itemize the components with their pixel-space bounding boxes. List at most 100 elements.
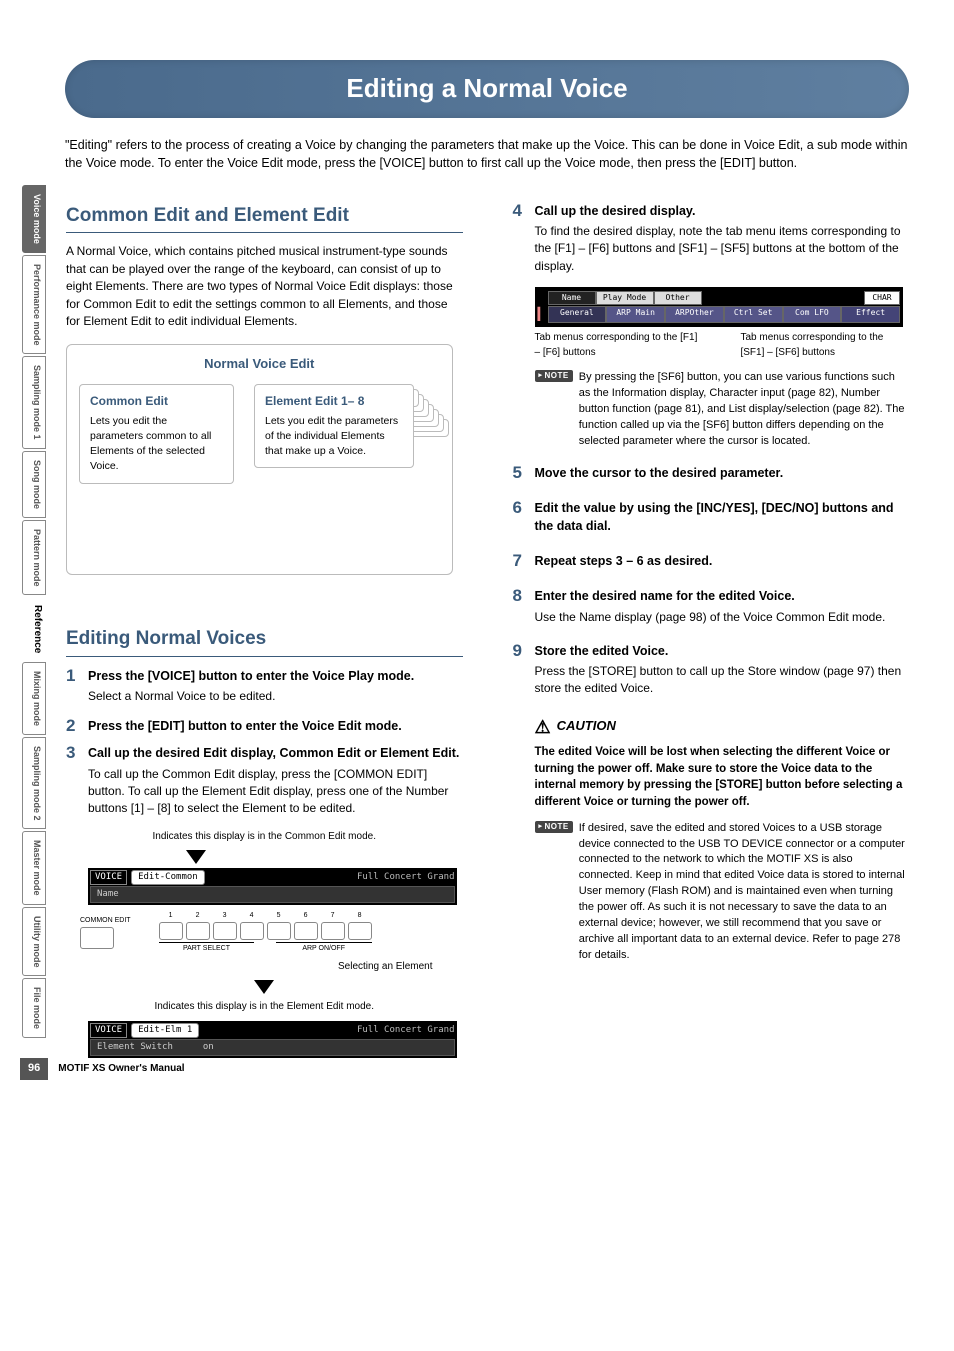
lcd2-patch-name: Full Concert Grand	[357, 1024, 455, 1037]
arp-onoff-label: ARP ON/OFF	[276, 942, 372, 954]
num-btn-5[interactable]	[267, 922, 291, 940]
side-tabs: Voice mode Performance mode Sampling mod…	[22, 185, 46, 1040]
step-3-body: To call up the Common Edit display, pres…	[88, 766, 463, 818]
step-3-title: Call up the desired Edit display, Common…	[88, 744, 463, 762]
step-1: 1 Press the [VOICE] button to enter the …	[66, 667, 463, 712]
common-edit-button-label: COMMON EDIT	[80, 916, 131, 926]
num-btn-2[interactable]	[186, 922, 210, 940]
step-9: 9 Store the edited Voice. Press the [STO…	[513, 642, 910, 704]
common-edit-button[interactable]	[80, 927, 114, 949]
normal-voice-edit-box: Normal Voice Edit Common Edit Lets you e…	[66, 344, 453, 575]
num-btn-4[interactable]	[240, 922, 264, 940]
step-4-title: Call up the desired display.	[535, 202, 910, 220]
lcd-bottom-tab-arpmain: ARP Main	[606, 306, 665, 323]
caution-body: The edited Voice will be lost when selec…	[535, 744, 910, 811]
step-7-num: 7	[513, 552, 535, 573]
page-number: 96	[20, 1058, 48, 1080]
step-1-num: 1	[66, 667, 88, 712]
right-column: 4 Call up the desired display. To find t…	[513, 202, 910, 1058]
note-save-usb: NOTE If desired, save the edited and sto…	[535, 821, 910, 964]
part-select-label: PART SELECT	[159, 942, 255, 954]
side-tab-voice[interactable]: Voice mode	[22, 185, 46, 253]
lcd-bottom-tab-general: General	[548, 306, 607, 323]
step-6: 6 Edit the value by using the [INC/YES],…	[513, 499, 910, 538]
side-tab-pattern[interactable]: Pattern mode	[22, 520, 46, 596]
note-badge-icon-2: NOTE	[535, 821, 573, 833]
step-8-body: Use the Name display (page 98) of the Vo…	[535, 609, 910, 626]
lcd2-elem-switch: Element Switch	[97, 1041, 173, 1054]
lcd-bottom-tab-arpother: ARPOther	[665, 306, 724, 323]
para-common-element: A Normal Voice, which contains pitched m…	[66, 243, 463, 330]
step-9-body: Press the [STORE] button to call up the …	[535, 663, 910, 698]
page-title: Editing a Normal Voice	[65, 60, 909, 118]
element-edit-card-body: Lets you edit the parameters of the indi…	[265, 414, 403, 460]
step-8-num: 8	[513, 587, 535, 632]
side-tab-performance[interactable]: Performance mode	[22, 255, 46, 355]
step-3-num: 3	[66, 744, 88, 823]
lcd-element-edit: VOICE Edit-Elm 1 Full Concert Grand Elem…	[88, 1021, 457, 1058]
lcd-char-button: CHAR	[864, 291, 900, 305]
step-7: 7 Repeat steps 3 – 6 as desired.	[513, 552, 910, 573]
step-4-num: 4	[513, 202, 535, 281]
num-btn-4-label: 4	[240, 911, 264, 921]
note-save-usb-text: If desired, save the edited and stored V…	[579, 821, 909, 964]
lcd1-tab-label: Edit-Common	[131, 870, 205, 885]
lcd2-tab-label: Edit-Elm 1	[131, 1023, 199, 1038]
common-edit-card: Common Edit Lets you edit the parameters…	[79, 384, 234, 483]
lcd2-voice-label: VOICE	[90, 1023, 127, 1038]
num-btn-7-label: 7	[321, 911, 345, 921]
arrow-down-icon	[186, 850, 206, 864]
lcd-bottom-tab-effect: Effect	[841, 306, 900, 323]
num-btn-5-label: 5	[267, 911, 291, 921]
side-tab-sampling1[interactable]: Sampling mode 1	[22, 356, 46, 449]
lcd1-row2: Name	[90, 886, 455, 903]
step-2-title: Press the [EDIT] button to enter the Voi…	[88, 717, 463, 735]
num-btn-8-label: 8	[348, 911, 372, 921]
num-btn-2-label: 2	[186, 911, 210, 921]
intro-text: "Editing" refers to the process of creat…	[65, 136, 909, 172]
caution-label: CAUTION	[557, 717, 616, 736]
heading-common-element: Common Edit and Element Edit	[66, 202, 463, 234]
caution-heading: CAUTION	[535, 714, 910, 740]
num-btn-7[interactable]	[321, 922, 345, 940]
step-1-title: Press the [VOICE] button to enter the Vo…	[88, 667, 463, 685]
lcd-top-tab-other: Other	[654, 291, 702, 305]
step-4: 4 Call up the desired display. To find t…	[513, 202, 910, 281]
step-5-num: 5	[513, 464, 535, 485]
step-9-title: Store the edited Voice.	[535, 642, 910, 660]
lcd2-elem-on: on	[203, 1041, 214, 1054]
footer-manual-title: MOTIF XS Owner's Manual	[58, 1062, 184, 1077]
step-1-body: Select a Normal Voice to be edited.	[88, 688, 463, 705]
side-tab-sampling2[interactable]: Sampling mode 2	[22, 737, 46, 830]
step-6-num: 6	[513, 499, 535, 538]
lcd-bottom-tab-comlfo: Com LFO	[783, 306, 842, 323]
num-btn-6[interactable]	[294, 922, 318, 940]
num-btn-8[interactable]	[348, 922, 372, 940]
side-tab-utility[interactable]: Utility mode	[22, 907, 46, 977]
side-tab-file[interactable]: File mode	[22, 978, 46, 1038]
step-5: 5 Move the cursor to the desired paramet…	[513, 464, 910, 485]
caption-selecting-element: Selecting an Element	[66, 960, 433, 975]
step-7-title: Repeat steps 3 – 6 as desired.	[535, 552, 910, 570]
arrow-down-icon-2	[254, 980, 274, 994]
element-edit-card-title: Element Edit 1– 8	[265, 393, 403, 410]
common-edit-card-body: Lets you edit the parameters common to a…	[90, 414, 223, 475]
lcd-tab-strip: Name Play Mode Other CHAR ▍ General ARP …	[535, 287, 904, 327]
num-btn-6-label: 6	[294, 911, 318, 921]
step-8: 8 Enter the desired name for the edited …	[513, 587, 910, 632]
note-sf6-text: By pressing the [SF6] button, you can us…	[579, 370, 909, 450]
side-tab-mixing[interactable]: Mixing mode	[22, 662, 46, 735]
num-btn-1[interactable]	[159, 922, 183, 940]
side-tab-song[interactable]: Song mode	[22, 451, 46, 518]
step-8-title: Enter the desired name for the edited Vo…	[535, 587, 910, 605]
lcd-top-tab-name: Name	[548, 291, 596, 305]
side-tab-master[interactable]: Master mode	[22, 831, 46, 905]
num-btn-3[interactable]	[213, 922, 237, 940]
lcd1-voice-label: VOICE	[90, 870, 127, 885]
step-4-body: To find the desired display, note the ta…	[535, 223, 910, 275]
tab-caption-right: Tab menus corresponding to the [SF1] – […	[740, 331, 909, 360]
caption-common-edit: Indicates this display is in the Common …	[66, 830, 463, 845]
heading-editing-normal: Editing Normal Voices	[66, 625, 463, 657]
side-label-reference: Reference	[22, 597, 46, 661]
note-sf6: NOTE By pressing the [SF6] button, you c…	[535, 370, 910, 450]
